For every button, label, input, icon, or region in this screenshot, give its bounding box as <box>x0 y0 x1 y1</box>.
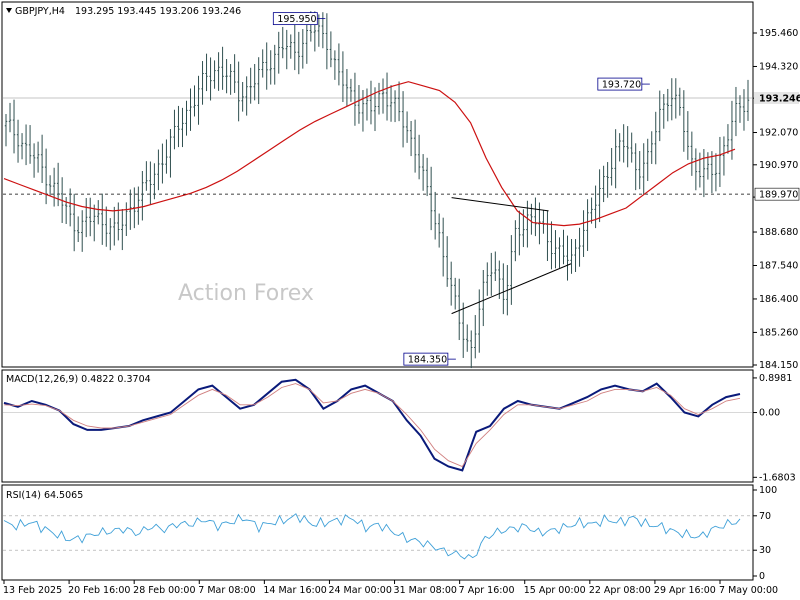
price-layer: 195.950 193.720 184.350 <box>3 11 752 369</box>
x-tick-label: 31 Mar 08:00 <box>394 585 457 596</box>
trendline <box>451 197 549 212</box>
ohlc-values: 193.295 193.445 193.206 193.246 <box>75 6 241 17</box>
macd-layer <box>3 378 752 472</box>
rsi-panel <box>1 484 754 581</box>
rsi-label: RSI(14) 64.5065 <box>6 490 83 501</box>
current-price-label: 193.246 <box>759 93 800 104</box>
symbol-label: GBPJPY,H4 <box>15 6 65 17</box>
price-tick-label: 186.400 <box>759 294 798 305</box>
price-tick-label: 187.540 <box>759 260 798 271</box>
x-tick-label: 7 Mar 08:00 <box>198 585 255 596</box>
x-tick-label: 15 Apr 00:00 <box>524 585 586 596</box>
macd-tick-label: -1.6803 <box>759 472 796 483</box>
price-tick-label: 190.970 <box>759 160 798 171</box>
current-price-box <box>754 91 799 104</box>
x-tick-label: 14 Mar 16:00 <box>263 585 326 596</box>
dropdown-triangle-icon[interactable] <box>6 8 12 13</box>
chart-header: GBPJPY,H4 193.295 193.445 193.206 193.24… <box>6 6 241 17</box>
rsi-tick-label: 70 <box>759 511 771 522</box>
price-tick-label: 195.460 <box>759 28 798 39</box>
x-axis-labels: 13 Feb 2025 20 Feb 16:00 28 Feb 00:00 7 Mar… <box>3 580 778 596</box>
rsi-line <box>3 513 741 560</box>
watermark: Action Forex <box>178 281 314 306</box>
price-tick-label: 192.070 <box>759 128 798 139</box>
macd-signal-line <box>3 383 741 468</box>
macd-label: MACD(12,26,9) 0.4822 0.3704 <box>6 374 151 385</box>
x-tick-label: 22 Apr 08:00 <box>589 585 651 596</box>
macd-tick-label: 0.8981 <box>759 373 792 384</box>
x-tick-label: 29 Apr 16:00 <box>654 585 716 596</box>
x-tick-label: 7 Apr 16:00 <box>459 585 515 596</box>
rsi-tick-label: 30 <box>759 545 771 556</box>
price-annotation-label: 195.950 <box>277 14 316 25</box>
x-tick-label: 24 Mar 00:00 <box>328 585 391 596</box>
macd-tick-label: 0.00 <box>759 408 780 419</box>
x-tick-label: 20 Feb 16:00 <box>68 585 130 596</box>
moving-average-line <box>3 81 736 227</box>
price-tick-label: 188.680 <box>759 227 798 238</box>
price-annotation-label: 184.350 <box>408 355 447 366</box>
x-tick-label: 28 Feb 00:00 <box>133 585 195 596</box>
price-panel <box>1 1 754 368</box>
rsi-tick-label: 100 <box>759 485 777 496</box>
macd-panel <box>1 369 754 483</box>
x-tick-label: 7 May 00:00 <box>719 585 778 596</box>
support-level-label: 189.970 <box>759 190 798 201</box>
rsi-tick-label: 0 <box>759 571 765 582</box>
support-level-box <box>754 187 800 201</box>
rsi-layer <box>3 513 752 560</box>
price-annotation-label: 193.720 <box>602 80 641 91</box>
price-tick-label: 184.150 <box>759 360 798 371</box>
x-tick-label: 13 Feb 2025 <box>3 585 62 596</box>
y-axis-labels: 195.460194.320193.240192.070190.970189.8… <box>753 28 800 582</box>
price-tick-label: 194.320 <box>759 61 798 72</box>
price-tick-label: 185.260 <box>759 327 798 338</box>
trendline <box>451 263 572 315</box>
